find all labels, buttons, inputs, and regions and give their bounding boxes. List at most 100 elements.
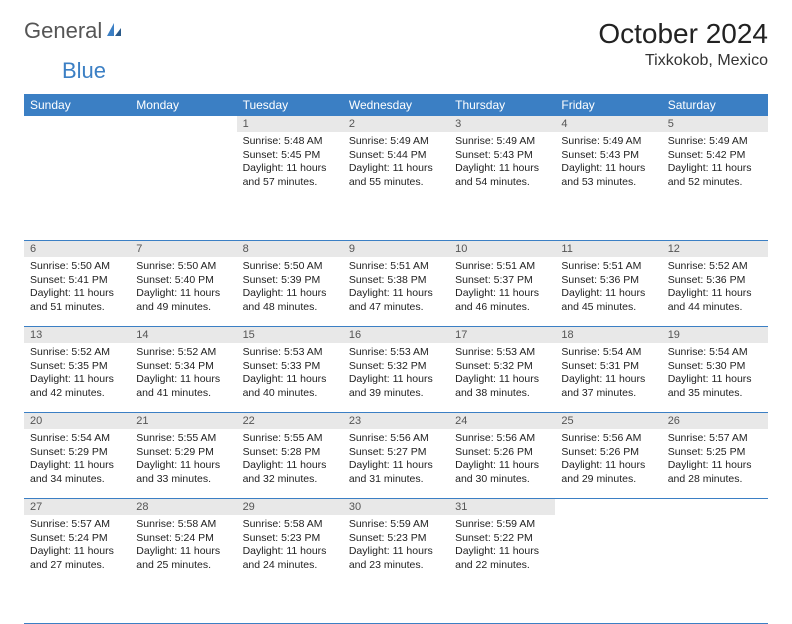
day-details: Sunrise: 5:52 AMSunset: 5:34 PMDaylight:… xyxy=(130,343,236,407)
day-number: 26 xyxy=(662,413,768,429)
day-details xyxy=(662,561,768,623)
day-cell: 17Sunrise: 5:53 AMSunset: 5:32 PMDayligh… xyxy=(449,327,555,413)
day-details: Sunrise: 5:49 AMSunset: 5:43 PMDaylight:… xyxy=(555,132,661,196)
day-number: 18 xyxy=(555,327,661,343)
day-number: 2 xyxy=(343,116,449,132)
day-details: Sunrise: 5:50 AMSunset: 5:41 PMDaylight:… xyxy=(24,257,130,321)
day-cell: 5Sunrise: 5:49 AMSunset: 5:42 PMDaylight… xyxy=(662,116,768,241)
day-details: Sunrise: 5:59 AMSunset: 5:23 PMDaylight:… xyxy=(343,515,449,579)
day-number: 8 xyxy=(237,241,343,257)
day-cell: 16Sunrise: 5:53 AMSunset: 5:32 PMDayligh… xyxy=(343,327,449,413)
day-number: 3 xyxy=(449,116,555,132)
month-title: October 2024 xyxy=(598,18,768,50)
day-details: Sunrise: 5:55 AMSunset: 5:28 PMDaylight:… xyxy=(237,429,343,493)
day-details: Sunrise: 5:58 AMSunset: 5:23 PMDaylight:… xyxy=(237,515,343,579)
day-cell: 14Sunrise: 5:52 AMSunset: 5:34 PMDayligh… xyxy=(130,327,236,413)
day-number xyxy=(662,499,768,561)
day-cell: 3Sunrise: 5:49 AMSunset: 5:43 PMDaylight… xyxy=(449,116,555,241)
day-cell: 1Sunrise: 5:48 AMSunset: 5:45 PMDaylight… xyxy=(237,116,343,241)
day-details: Sunrise: 5:52 AMSunset: 5:35 PMDaylight:… xyxy=(24,343,130,407)
day-details: Sunrise: 5:58 AMSunset: 5:24 PMDaylight:… xyxy=(130,515,236,579)
day-cell: 19Sunrise: 5:54 AMSunset: 5:30 PMDayligh… xyxy=(662,327,768,413)
day-number: 30 xyxy=(343,499,449,515)
day-details: Sunrise: 5:56 AMSunset: 5:27 PMDaylight:… xyxy=(343,429,449,493)
weekday-header: Thursday xyxy=(449,94,555,116)
day-number: 11 xyxy=(555,241,661,257)
day-details: Sunrise: 5:51 AMSunset: 5:38 PMDaylight:… xyxy=(343,257,449,321)
day-cell: 30Sunrise: 5:59 AMSunset: 5:23 PMDayligh… xyxy=(343,499,449,624)
empty-cell xyxy=(130,116,236,241)
day-cell: 10Sunrise: 5:51 AMSunset: 5:37 PMDayligh… xyxy=(449,241,555,327)
day-number xyxy=(130,116,236,178)
day-number: 1 xyxy=(237,116,343,132)
day-number: 20 xyxy=(24,413,130,429)
weekday-header: Sunday xyxy=(24,94,130,116)
week-row: 13Sunrise: 5:52 AMSunset: 5:35 PMDayligh… xyxy=(24,327,768,413)
day-details: Sunrise: 5:56 AMSunset: 5:26 PMDaylight:… xyxy=(449,429,555,493)
brand-part1: General xyxy=(24,18,102,44)
day-number: 14 xyxy=(130,327,236,343)
day-number: 9 xyxy=(343,241,449,257)
day-number xyxy=(24,116,130,178)
day-number: 22 xyxy=(237,413,343,429)
brand-part2: Blue xyxy=(62,58,106,83)
day-cell: 20Sunrise: 5:54 AMSunset: 5:29 PMDayligh… xyxy=(24,413,130,499)
weekday-header: Friday xyxy=(555,94,661,116)
day-number xyxy=(555,499,661,561)
day-cell: 18Sunrise: 5:54 AMSunset: 5:31 PMDayligh… xyxy=(555,327,661,413)
logo-sail-icon xyxy=(105,21,123,39)
day-cell: 27Sunrise: 5:57 AMSunset: 5:24 PMDayligh… xyxy=(24,499,130,624)
day-details: Sunrise: 5:48 AMSunset: 5:45 PMDaylight:… xyxy=(237,132,343,196)
day-number: 4 xyxy=(555,116,661,132)
day-cell: 31Sunrise: 5:59 AMSunset: 5:22 PMDayligh… xyxy=(449,499,555,624)
day-cell: 11Sunrise: 5:51 AMSunset: 5:36 PMDayligh… xyxy=(555,241,661,327)
day-details: Sunrise: 5:54 AMSunset: 5:31 PMDaylight:… xyxy=(555,343,661,407)
day-number: 23 xyxy=(343,413,449,429)
day-number: 25 xyxy=(555,413,661,429)
day-details xyxy=(24,178,130,240)
day-details: Sunrise: 5:53 AMSunset: 5:32 PMDaylight:… xyxy=(449,343,555,407)
day-details xyxy=(555,561,661,623)
day-details: Sunrise: 5:53 AMSunset: 5:33 PMDaylight:… xyxy=(237,343,343,407)
weekday-header: Wednesday xyxy=(343,94,449,116)
day-number: 29 xyxy=(237,499,343,515)
day-details: Sunrise: 5:55 AMSunset: 5:29 PMDaylight:… xyxy=(130,429,236,493)
day-number: 10 xyxy=(449,241,555,257)
day-details: Sunrise: 5:51 AMSunset: 5:37 PMDaylight:… xyxy=(449,257,555,321)
day-number: 31 xyxy=(449,499,555,515)
brand-logo: General xyxy=(24,18,126,44)
day-number: 21 xyxy=(130,413,236,429)
weekday-header: Saturday xyxy=(662,94,768,116)
day-number: 28 xyxy=(130,499,236,515)
day-details: Sunrise: 5:54 AMSunset: 5:29 PMDaylight:… xyxy=(24,429,130,493)
day-number: 17 xyxy=(449,327,555,343)
weekday-header: Tuesday xyxy=(237,94,343,116)
day-cell: 6Sunrise: 5:50 AMSunset: 5:41 PMDaylight… xyxy=(24,241,130,327)
day-cell: 28Sunrise: 5:58 AMSunset: 5:24 PMDayligh… xyxy=(130,499,236,624)
empty-cell xyxy=(555,499,661,624)
day-details: Sunrise: 5:56 AMSunset: 5:26 PMDaylight:… xyxy=(555,429,661,493)
day-details: Sunrise: 5:54 AMSunset: 5:30 PMDaylight:… xyxy=(662,343,768,407)
empty-cell xyxy=(24,116,130,241)
calendar-body: 1Sunrise: 5:48 AMSunset: 5:45 PMDaylight… xyxy=(24,116,768,624)
day-number: 27 xyxy=(24,499,130,515)
day-details: Sunrise: 5:51 AMSunset: 5:36 PMDaylight:… xyxy=(555,257,661,321)
day-number: 24 xyxy=(449,413,555,429)
day-details: Sunrise: 5:49 AMSunset: 5:42 PMDaylight:… xyxy=(662,132,768,196)
day-cell: 29Sunrise: 5:58 AMSunset: 5:23 PMDayligh… xyxy=(237,499,343,624)
day-details: Sunrise: 5:57 AMSunset: 5:24 PMDaylight:… xyxy=(24,515,130,579)
header: General October 2024 Tixkokob, Mexico xyxy=(24,18,768,70)
day-number: 15 xyxy=(237,327,343,343)
location: Tixkokob, Mexico xyxy=(598,52,768,70)
calendar-table: SundayMondayTuesdayWednesdayThursdayFrid… xyxy=(24,94,768,624)
day-cell: 26Sunrise: 5:57 AMSunset: 5:25 PMDayligh… xyxy=(662,413,768,499)
day-number: 6 xyxy=(24,241,130,257)
day-number: 5 xyxy=(662,116,768,132)
day-number: 7 xyxy=(130,241,236,257)
day-cell: 15Sunrise: 5:53 AMSunset: 5:33 PMDayligh… xyxy=(237,327,343,413)
weekday-header: Monday xyxy=(130,94,236,116)
day-number: 12 xyxy=(662,241,768,257)
day-details: Sunrise: 5:57 AMSunset: 5:25 PMDaylight:… xyxy=(662,429,768,493)
empty-cell xyxy=(662,499,768,624)
day-number: 16 xyxy=(343,327,449,343)
